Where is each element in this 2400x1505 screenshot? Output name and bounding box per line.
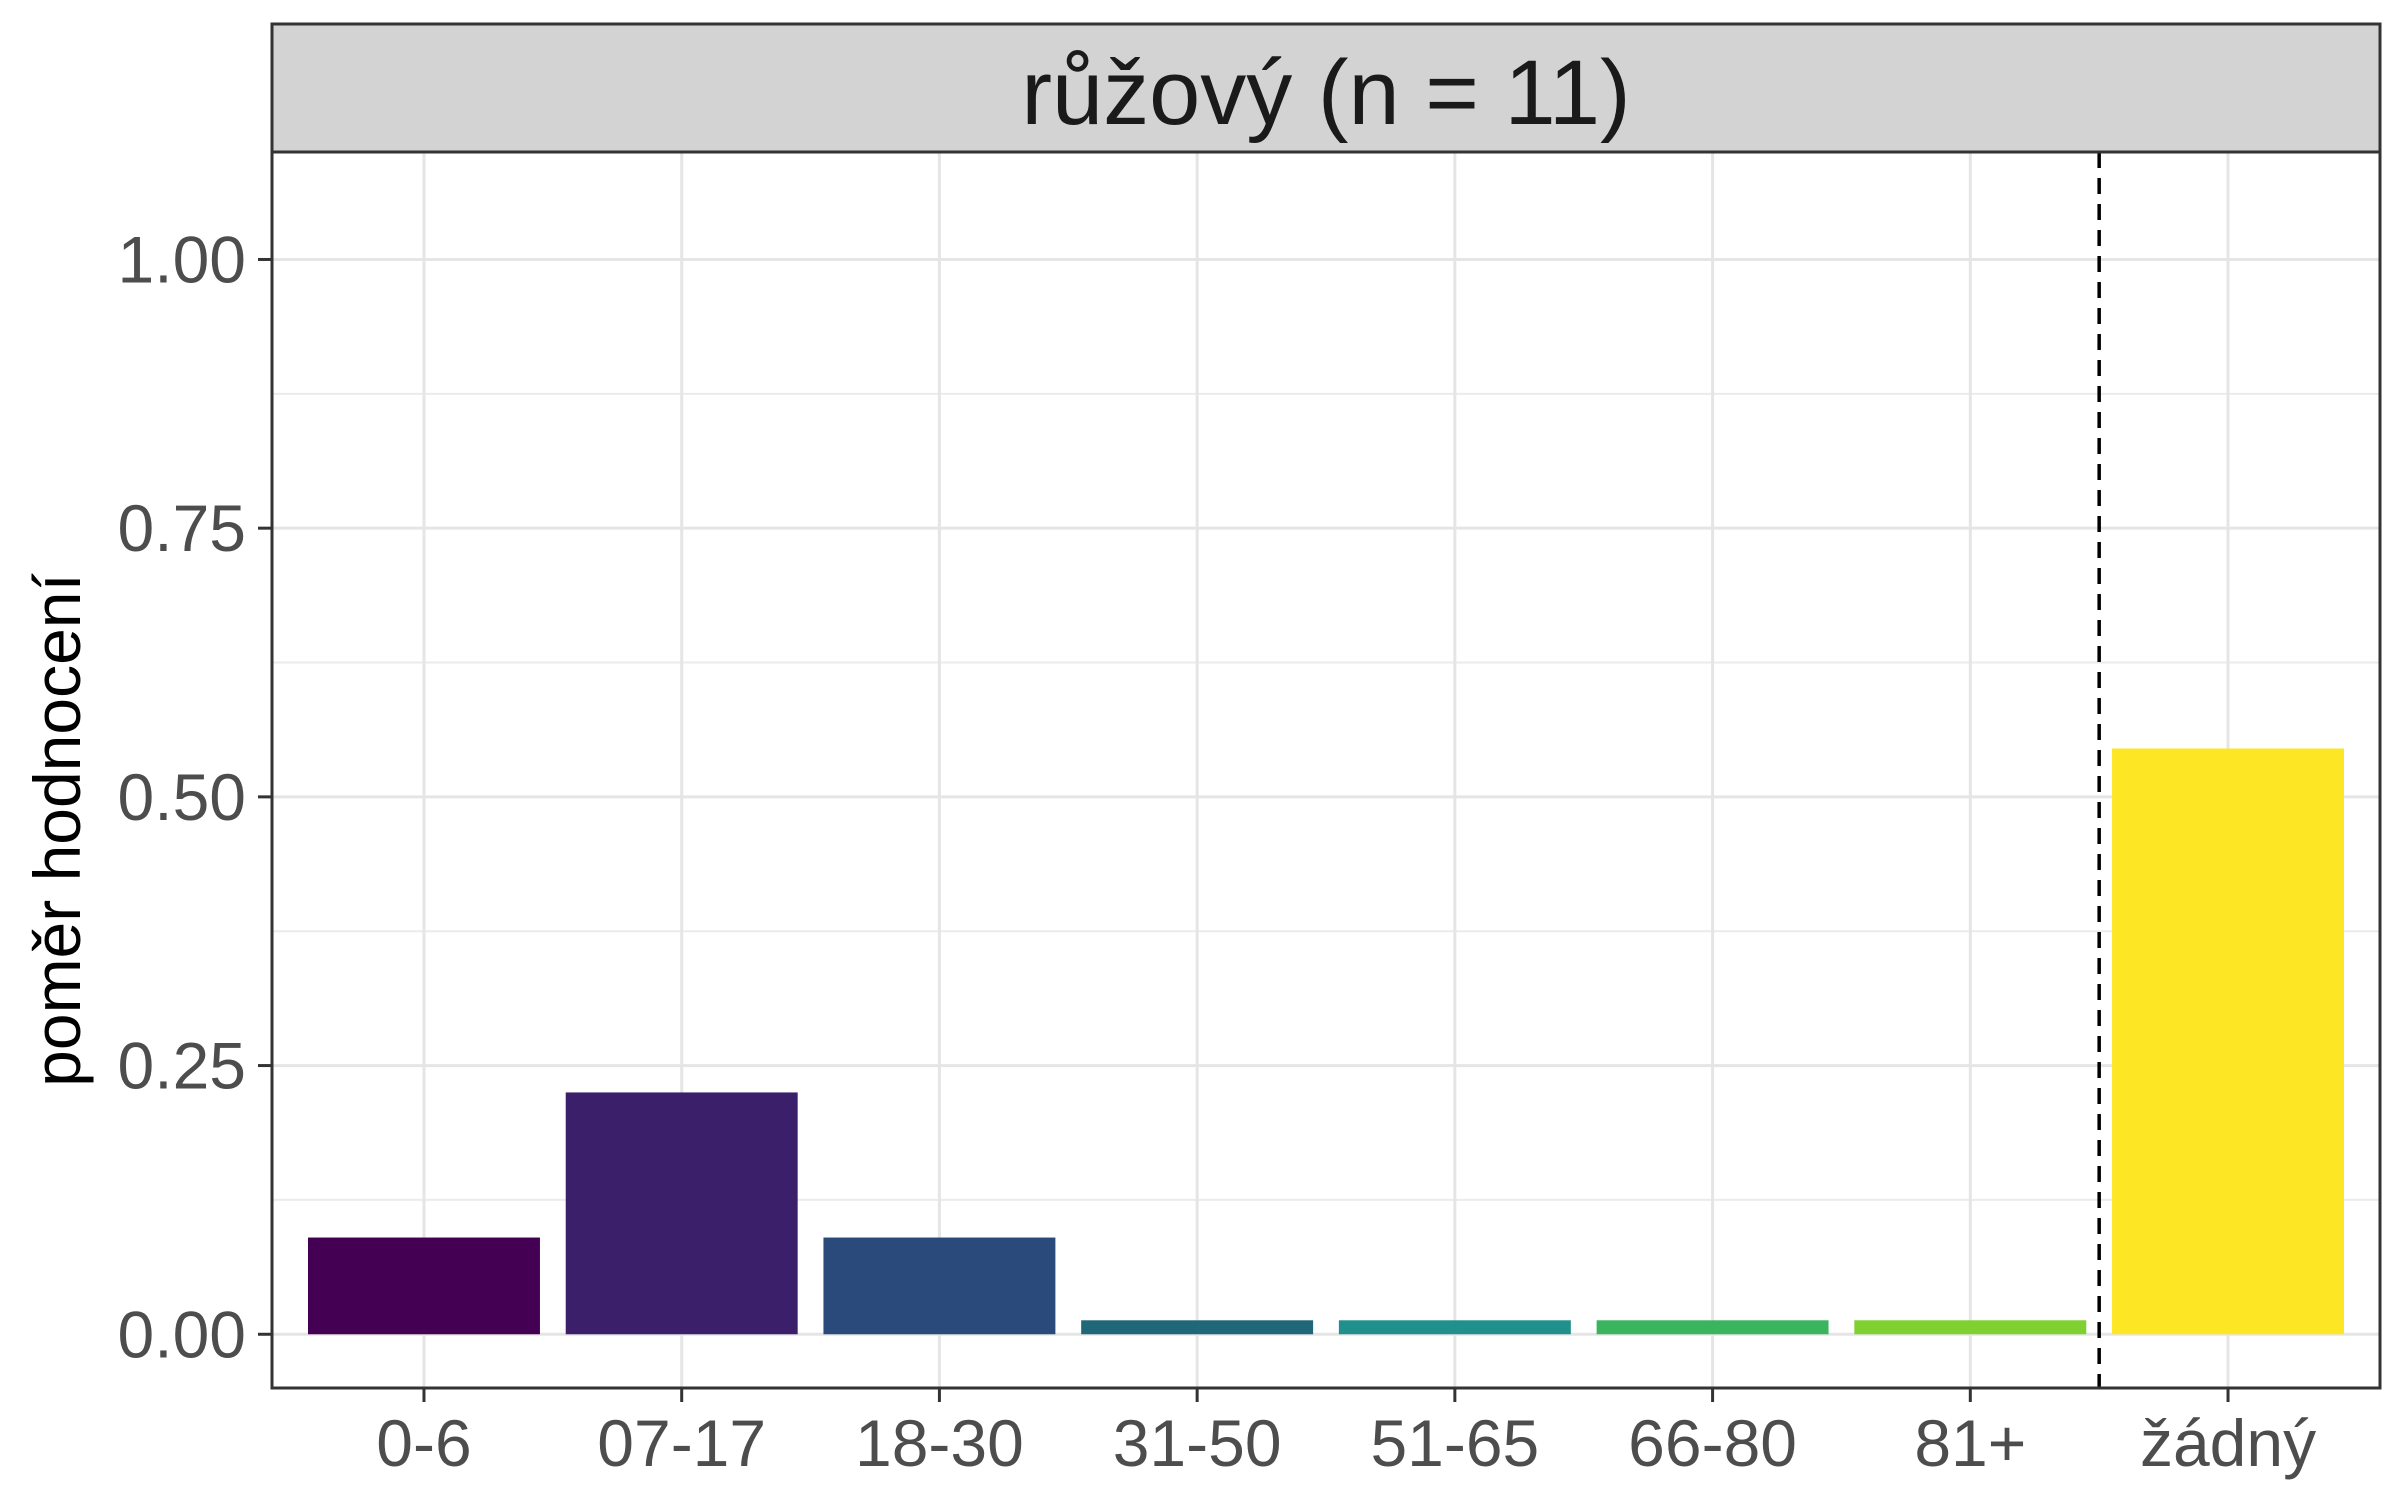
y-tick-label: 1.00 <box>118 222 246 296</box>
x-tick-label: 31-50 <box>1113 1406 1282 1480</box>
bar-žádný <box>2112 748 2344 1335</box>
bar-31-50 <box>1081 1320 1314 1335</box>
bar-66-80 <box>1596 1320 1829 1335</box>
x-tick-label: 81+ <box>1914 1406 2026 1480</box>
y-tick-label: 0.75 <box>118 491 246 565</box>
y-axis-title: poměr hodnocení <box>20 572 94 1086</box>
y-tick-label: 0.00 <box>118 1297 246 1371</box>
y-tick-label: 0.25 <box>118 1029 246 1103</box>
x-tick-label: 66-80 <box>1628 1406 1797 1480</box>
x-tick-label: 18-30 <box>855 1406 1024 1480</box>
bar-18-30 <box>823 1237 1056 1335</box>
y-tick-label: 0.50 <box>118 760 246 834</box>
x-tick-label: žádný <box>2140 1406 2316 1480</box>
facet-strip <box>270 22 2382 154</box>
chart-title: růžový (n = 11) <box>1021 42 1630 144</box>
bar-0-6 <box>308 1237 540 1335</box>
bar-81+ <box>1854 1320 2087 1335</box>
x-tick-label: 0-6 <box>376 1406 471 1480</box>
x-tick-label: 07-17 <box>597 1406 766 1480</box>
bar-07-17 <box>565 1092 798 1335</box>
bar-51-65 <box>1338 1320 1571 1335</box>
x-tick-label: 51-65 <box>1370 1406 1539 1480</box>
